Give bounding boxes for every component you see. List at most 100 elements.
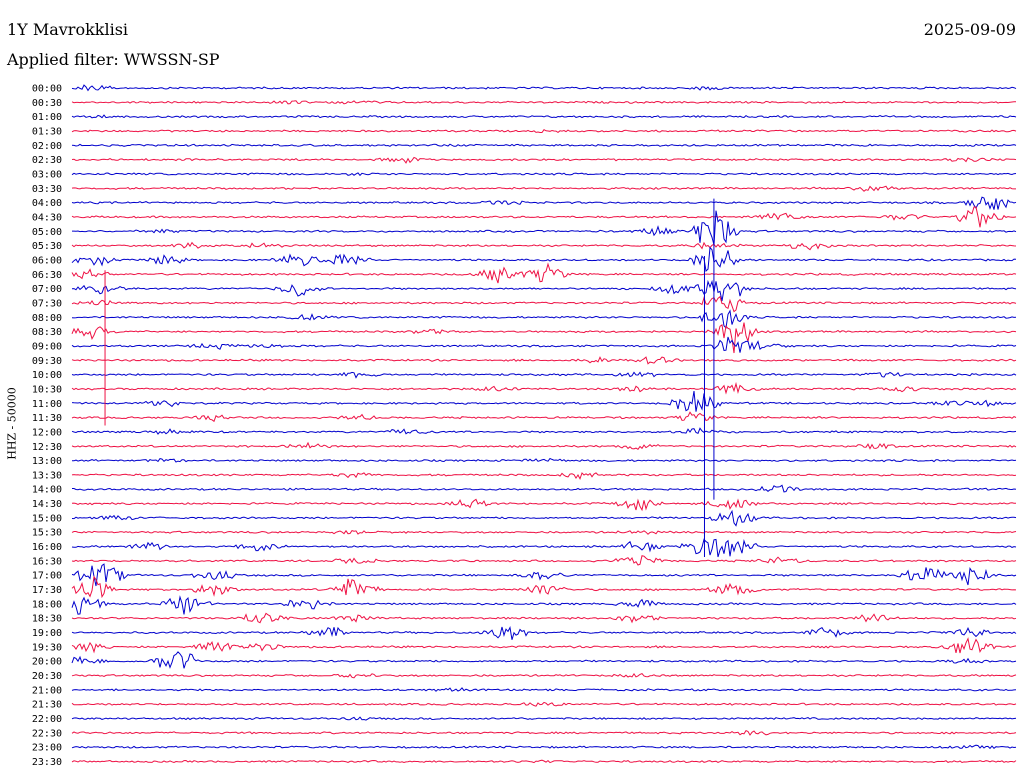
time-tick-label: 10:00	[32, 370, 62, 381]
time-tick-label: 11:30	[32, 413, 62, 424]
trace-line	[71, 172, 1017, 177]
time-tick-label: 08:00	[32, 313, 62, 324]
time-tick-label: 13:30	[32, 470, 62, 481]
trace-line	[71, 100, 1016, 105]
trace-line	[71, 391, 1017, 412]
time-tick-label: 00:30	[32, 98, 62, 109]
time-tick-label: 14:30	[32, 499, 62, 510]
trace-line	[71, 563, 1017, 587]
time-tick-label: 15:30	[32, 528, 62, 539]
trace-line	[71, 555, 1017, 566]
time-tick-label: 11:00	[32, 399, 62, 410]
trace-line	[71, 575, 1017, 599]
trace-line	[71, 114, 1017, 119]
time-tick-label: 12:30	[32, 442, 62, 453]
time-tick-label: 00:00	[32, 84, 62, 95]
time-tick-label: 13:00	[32, 456, 62, 467]
trace-line	[71, 744, 1017, 750]
time-tick-label: 20:00	[32, 657, 62, 668]
time-tick-label: 17:30	[32, 585, 62, 596]
time-tick-label: 18:30	[32, 614, 62, 625]
time-tick-label: 03:00	[32, 169, 62, 180]
trace-line	[71, 529, 1017, 535]
trace-line	[71, 381, 1017, 395]
time-tick-label: 06:30	[32, 270, 62, 281]
trace-line	[71, 538, 1017, 558]
trace-line	[71, 672, 1017, 679]
trace-line	[71, 156, 1017, 164]
trace-line	[71, 441, 1017, 450]
time-tick-label: 18:00	[32, 599, 62, 610]
time-tick-label: 04:00	[32, 198, 62, 209]
trace-line	[71, 143, 1017, 147]
time-tick-label: 01:30	[32, 126, 62, 137]
time-tick-label: 08:30	[32, 327, 62, 338]
time-tick-label: 19:00	[32, 628, 62, 639]
time-tick-label: 23:00	[32, 743, 62, 754]
time-tick-label: 05:30	[32, 241, 62, 252]
trace-line	[71, 356, 1017, 365]
trace-line	[71, 84, 1017, 92]
time-tick-label: 02:30	[32, 155, 62, 166]
trace-line	[71, 185, 1016, 192]
time-tick-label: 14:00	[32, 485, 62, 496]
trace-line	[71, 206, 1017, 228]
trace-line	[72, 484, 1017, 493]
station-title: 1Y Mavrokklisi	[7, 20, 129, 39]
trace-line	[71, 498, 1016, 512]
trace-line	[71, 129, 1017, 134]
time-tick-label: 12:00	[32, 427, 62, 438]
time-tick-label: 22:00	[32, 714, 62, 725]
time-tick-label: 09:00	[32, 341, 62, 352]
trace-line	[71, 509, 1017, 527]
trace-line	[71, 472, 1017, 481]
time-tick-label: 21:30	[32, 700, 62, 711]
time-tick-label: 16:00	[32, 542, 62, 553]
trace-line	[71, 759, 1017, 764]
time-tick-label: 15:00	[32, 513, 62, 524]
time-tick-label: 01:00	[32, 112, 62, 123]
trace-line	[71, 196, 1017, 210]
trace-line	[71, 241, 1017, 251]
time-tick-label: 05:00	[32, 227, 62, 238]
trace-line	[71, 336, 1017, 353]
trace-line	[71, 687, 1017, 692]
trace-line	[71, 371, 1017, 379]
trace-line	[71, 626, 1017, 640]
trace-line	[71, 411, 1017, 423]
time-tick-label: 22:30	[32, 728, 62, 739]
time-tick-label: 04:30	[32, 212, 62, 223]
filter-label: Applied filter: WWSSN-SP	[7, 50, 220, 69]
trace-line	[71, 612, 1017, 624]
time-tick-label: 10:30	[32, 384, 62, 395]
time-tick-label: 02:00	[32, 141, 62, 152]
time-tick-label: 23:30	[32, 757, 62, 768]
trace-line	[71, 322, 1017, 354]
time-tick-label: 16:30	[32, 556, 62, 567]
trace-line	[71, 427, 1017, 435]
trace-line	[71, 716, 1017, 721]
time-tick-label: 07:30	[32, 298, 62, 309]
trace-line	[71, 701, 1017, 707]
time-tick-label: 20:30	[32, 671, 62, 682]
time-tick-label: 19:30	[32, 642, 62, 653]
time-tick-label: 21:00	[32, 685, 62, 696]
trace-line	[71, 262, 1017, 284]
time-tick-label: 03:30	[32, 184, 62, 195]
trace-line	[71, 457, 1017, 463]
time-tick-label: 06:00	[32, 255, 62, 266]
trace-line	[72, 210, 1017, 246]
trace-line	[71, 279, 1017, 302]
time-tick-label: 07:00	[32, 284, 62, 295]
trace-line	[71, 246, 1017, 273]
date-label: 2025-09-09	[923, 20, 1016, 39]
trace-line	[71, 729, 1017, 736]
time-tick-label: 17:00	[32, 571, 62, 582]
trace-line	[71, 651, 1017, 669]
time-tick-label: 09:30	[32, 356, 62, 367]
trace-line	[71, 637, 1017, 654]
trace-line	[71, 309, 1017, 329]
trace-line	[71, 295, 1017, 313]
trace-line	[71, 595, 1017, 615]
